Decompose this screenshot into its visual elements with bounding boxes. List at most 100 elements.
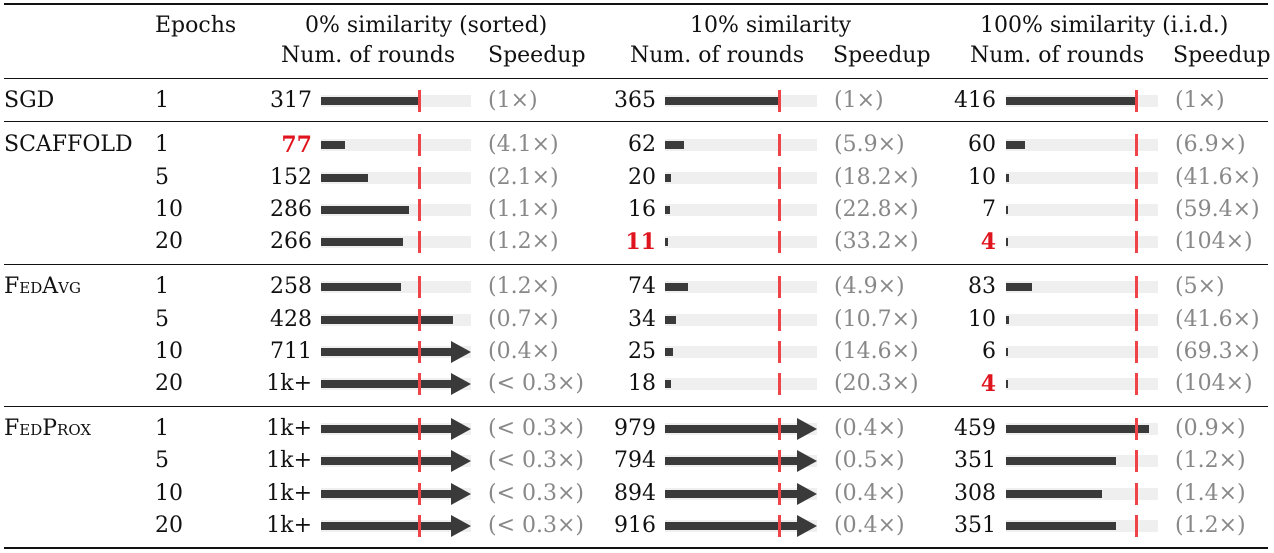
sgd-reference-line bbox=[418, 167, 421, 189]
sgd-reference-line bbox=[1135, 418, 1138, 440]
speedup-value: (59.4×) bbox=[1175, 197, 1260, 222]
rounds-bar bbox=[665, 283, 688, 291]
speedup-value: (0.9×) bbox=[1175, 416, 1246, 441]
rounds-value: 20 bbox=[628, 165, 656, 190]
rounds-bar bbox=[1006, 238, 1008, 246]
speedup-value: (< 0.3×) bbox=[488, 371, 585, 396]
sgd-reference-line bbox=[418, 199, 421, 221]
sgd-reference-line bbox=[1135, 309, 1138, 331]
bar-track bbox=[1006, 378, 1158, 390]
rounds-bar bbox=[665, 457, 797, 465]
method-label: SGD bbox=[4, 88, 55, 113]
rounds-bar bbox=[321, 283, 401, 291]
rounds-value: 711 bbox=[270, 339, 312, 364]
rounds-bar bbox=[665, 238, 668, 246]
speedup-value: (104×) bbox=[1175, 229, 1253, 254]
sgd-reference-line bbox=[778, 199, 781, 221]
bar-arrow-icon bbox=[451, 418, 471, 440]
rounds-value: 10 bbox=[968, 165, 996, 190]
epoch-label: 20 bbox=[155, 371, 183, 396]
rounds-value: 34 bbox=[628, 307, 656, 332]
rounds-bar bbox=[665, 490, 797, 498]
rounds-value: 1k+ bbox=[266, 481, 312, 506]
rounds-bar bbox=[321, 348, 451, 356]
speedup-value: (2.1×) bbox=[488, 165, 559, 190]
epoch-label: 1 bbox=[155, 88, 169, 113]
rounds-bar bbox=[1006, 97, 1136, 105]
rounds-bar bbox=[1006, 283, 1032, 291]
sgd-reference-line bbox=[1135, 167, 1138, 189]
speedup-value: (41.6×) bbox=[1175, 165, 1260, 190]
epoch-label: 5 bbox=[155, 307, 169, 332]
epoch-label: 1 bbox=[155, 416, 169, 441]
speedup-value: (4.1×) bbox=[488, 132, 559, 157]
bar-track bbox=[1006, 314, 1158, 326]
sgd-reference-line bbox=[778, 309, 781, 331]
epoch-label: 5 bbox=[155, 448, 169, 473]
bar-arrow-icon bbox=[797, 483, 817, 505]
rounds-value: 4 bbox=[980, 229, 996, 255]
group-rule-fedprox bbox=[4, 406, 1268, 407]
speedup-value: (0.4×) bbox=[834, 416, 905, 441]
sgd-reference-line bbox=[778, 341, 781, 363]
bar-track bbox=[665, 236, 817, 248]
method-label: FedAvg bbox=[4, 274, 81, 299]
speedup-value: (5×) bbox=[1175, 274, 1225, 299]
sgd-reference-line bbox=[778, 134, 781, 156]
speedup-value: (1.2×) bbox=[488, 274, 559, 299]
sgd-reference-line bbox=[1135, 450, 1138, 472]
rounds-value: 74 bbox=[628, 274, 656, 299]
sgd-reference-line bbox=[778, 276, 781, 298]
sgd-reference-line bbox=[418, 276, 421, 298]
speedup-value: (1×) bbox=[1175, 88, 1225, 113]
rounds-value: 1k+ bbox=[266, 448, 312, 473]
rounds-bar bbox=[321, 206, 409, 214]
epoch-label: 1 bbox=[155, 274, 169, 299]
speedup-value: (1.1×) bbox=[488, 197, 559, 222]
sgd-reference-line bbox=[778, 515, 781, 537]
rounds-value: 979 bbox=[614, 416, 656, 441]
rounds-bar bbox=[665, 141, 684, 149]
bar-track bbox=[1006, 172, 1158, 184]
sgd-reference-line bbox=[418, 515, 421, 537]
header-group-0: 0% similarity (sorted) bbox=[305, 13, 548, 38]
rounds-value: 286 bbox=[270, 197, 312, 222]
speedup-value: (1×) bbox=[834, 88, 884, 113]
sgd-reference-line bbox=[778, 483, 781, 505]
bar-arrow-icon bbox=[797, 515, 817, 537]
rounds-value: 16 bbox=[628, 197, 656, 222]
rounds-bar bbox=[665, 174, 671, 182]
sgd-reference-line bbox=[778, 231, 781, 253]
speedup-value: (4.9×) bbox=[834, 274, 905, 299]
rounds-value: 7 bbox=[982, 197, 996, 222]
bar-arrow-icon bbox=[797, 418, 817, 440]
sgd-reference-line bbox=[1135, 90, 1138, 112]
speedup-value: (14.6×) bbox=[834, 339, 919, 364]
rounds-bar bbox=[321, 457, 451, 465]
speedup-value: (10.7×) bbox=[834, 307, 919, 332]
speedup-value: (33.2×) bbox=[834, 229, 919, 254]
rounds-value: 77 bbox=[281, 132, 312, 158]
epoch-label: 10 bbox=[155, 339, 183, 364]
rounds-bar bbox=[321, 316, 453, 324]
header-rule bbox=[4, 78, 1268, 79]
speedup-value: (1.2×) bbox=[1175, 513, 1246, 538]
speedup-value: (0.7×) bbox=[488, 307, 559, 332]
rounds-value: 365 bbox=[614, 88, 656, 113]
rounds-value: 18 bbox=[628, 371, 656, 396]
header-group-1: 10% similarity bbox=[690, 13, 852, 38]
epoch-label: 1 bbox=[155, 132, 169, 157]
speedup-value: (5.9×) bbox=[834, 132, 905, 157]
bottom-rule bbox=[4, 547, 1268, 549]
rounds-bar bbox=[1006, 425, 1149, 433]
sgd-reference-line bbox=[1135, 373, 1138, 395]
sgd-reference-line bbox=[778, 373, 781, 395]
rounds-value: 266 bbox=[270, 229, 312, 254]
speedup-value: (20.3×) bbox=[834, 371, 919, 396]
bar-track bbox=[1006, 236, 1158, 248]
speedup-value: (1.2×) bbox=[1175, 448, 1246, 473]
sgd-reference-line bbox=[418, 373, 421, 395]
bar-track bbox=[1006, 204, 1158, 216]
rounds-value: 1k+ bbox=[266, 371, 312, 396]
